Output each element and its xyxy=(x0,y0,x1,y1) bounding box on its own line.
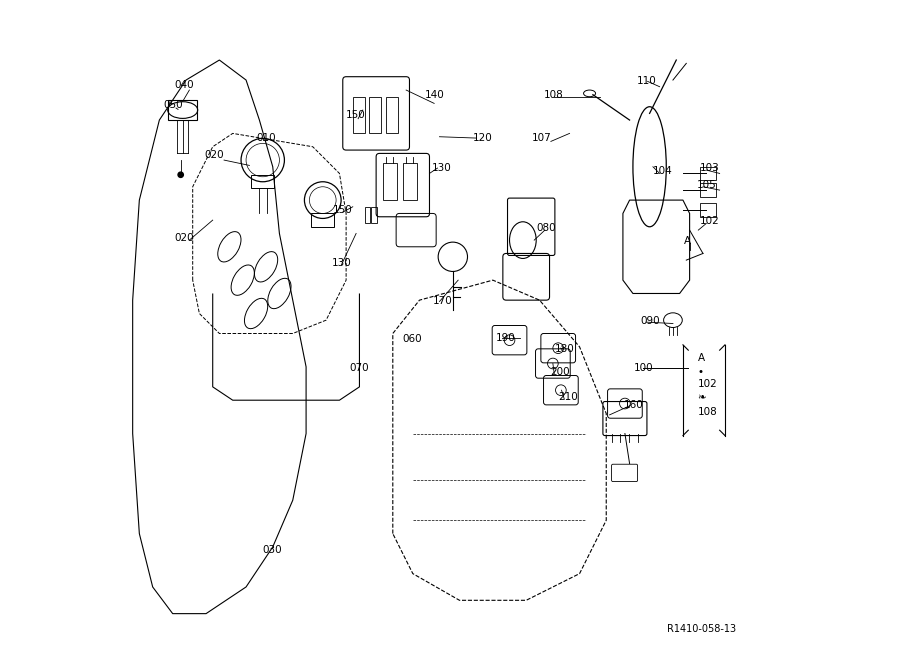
Bar xyxy=(699,203,716,217)
Bar xyxy=(699,167,716,180)
Text: 120: 120 xyxy=(473,133,493,143)
Text: 105: 105 xyxy=(697,180,717,189)
Text: A: A xyxy=(684,237,691,246)
Text: 060: 060 xyxy=(403,334,422,344)
Bar xyxy=(383,163,398,200)
Text: 070: 070 xyxy=(349,364,369,373)
Text: •: • xyxy=(698,367,704,376)
Text: 107: 107 xyxy=(531,133,551,143)
Bar xyxy=(365,207,370,223)
Text: 108: 108 xyxy=(698,408,718,417)
Bar xyxy=(386,97,398,133)
Text: 020: 020 xyxy=(174,233,194,243)
Bar xyxy=(312,213,335,227)
Bar xyxy=(252,175,274,188)
Text: 102: 102 xyxy=(698,380,718,389)
Text: 210: 210 xyxy=(558,392,578,402)
Circle shape xyxy=(178,172,184,177)
Text: 190: 190 xyxy=(495,334,516,343)
Text: 170: 170 xyxy=(433,297,452,306)
Text: 040: 040 xyxy=(175,80,194,89)
Text: A: A xyxy=(698,354,705,363)
Text: ❧: ❧ xyxy=(698,393,707,402)
Text: 130: 130 xyxy=(332,259,351,268)
Text: 108: 108 xyxy=(543,90,563,99)
Bar xyxy=(168,100,198,120)
Text: 030: 030 xyxy=(263,546,282,555)
Text: 104: 104 xyxy=(652,167,673,176)
Text: 180: 180 xyxy=(555,344,574,354)
Text: 090: 090 xyxy=(641,317,660,326)
Text: R1410-058-13: R1410-058-13 xyxy=(667,624,736,634)
Text: 150: 150 xyxy=(333,205,353,215)
Text: 200: 200 xyxy=(550,367,570,376)
Text: 110: 110 xyxy=(637,77,657,86)
Text: 010: 010 xyxy=(256,133,277,143)
Text: 160: 160 xyxy=(624,400,643,410)
Text: 080: 080 xyxy=(537,223,557,233)
Bar xyxy=(371,207,377,223)
Text: 150: 150 xyxy=(346,110,366,119)
Bar xyxy=(353,97,365,133)
Text: 140: 140 xyxy=(425,90,445,99)
Text: 130: 130 xyxy=(432,163,451,173)
Text: 103: 103 xyxy=(699,163,720,173)
Bar xyxy=(699,183,716,197)
Text: 102: 102 xyxy=(699,217,720,226)
Text: 020: 020 xyxy=(205,151,224,160)
Text: 100: 100 xyxy=(634,364,654,373)
Bar xyxy=(403,163,417,200)
Bar xyxy=(369,97,381,133)
Text: 050: 050 xyxy=(164,100,183,109)
